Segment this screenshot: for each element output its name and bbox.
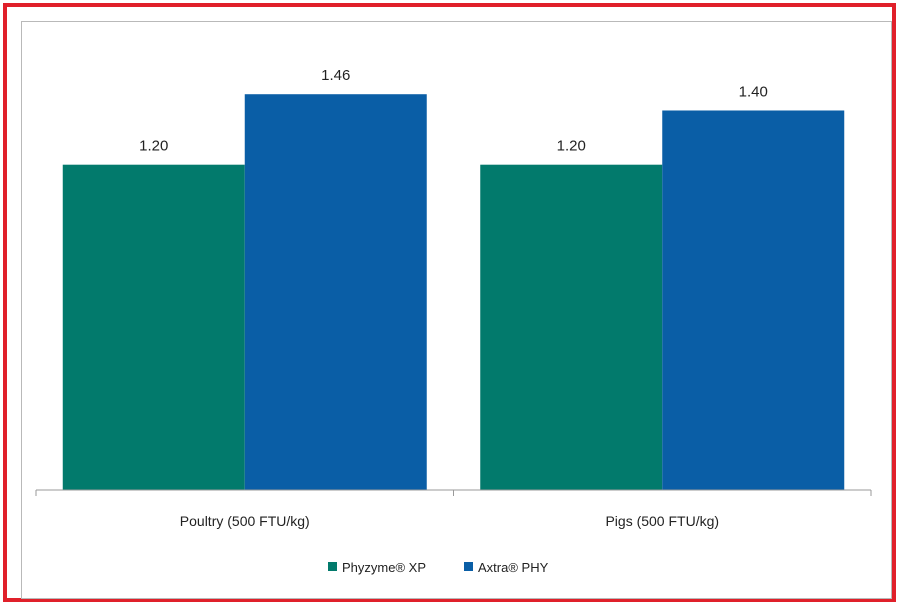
data-labels: 1.20 1.46 1.20 1.40 (139, 67, 768, 154)
legend-swatch (464, 562, 473, 571)
x-tick-label: Poultry (500 FTU/kg) (180, 513, 310, 529)
data-label: 1.40 (739, 83, 768, 100)
bar (480, 164, 663, 490)
x-axis (35, 489, 872, 496)
bar (662, 110, 845, 490)
data-label: 1.20 (557, 138, 586, 155)
bar (62, 164, 245, 490)
bars-group (62, 94, 845, 491)
x-tick-labels: Poultry (500 FTU/kg) Pigs (500 FTU/kg) (180, 513, 719, 529)
legend: Phyzyme® XP Axtra® PHY (328, 560, 549, 575)
data-label: 1.20 (139, 138, 168, 155)
data-label: 1.46 (321, 67, 350, 84)
legend-label: Phyzyme® XP (342, 560, 426, 575)
legend-label: Axtra® PHY (478, 560, 549, 575)
legend-swatch (328, 562, 337, 571)
bar (244, 94, 427, 491)
x-tick-label: Pigs (500 FTU/kg) (605, 513, 719, 529)
chart-area (21, 21, 892, 599)
